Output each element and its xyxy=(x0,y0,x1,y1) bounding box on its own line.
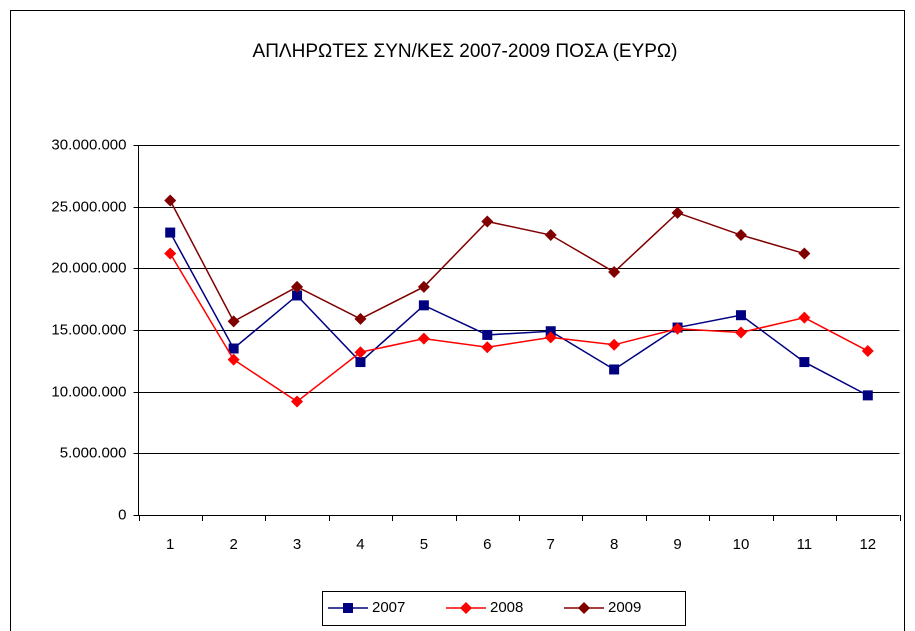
marker xyxy=(735,310,746,321)
marker xyxy=(291,280,304,293)
x-tick-label: 5 xyxy=(420,536,428,553)
marker xyxy=(608,266,621,279)
marker xyxy=(481,341,494,354)
series-line xyxy=(169,232,869,397)
marker xyxy=(862,390,873,401)
legend-marker xyxy=(343,603,353,613)
y-tick-label: 10.000.000 xyxy=(51,383,126,400)
y-tick-label: 15.000.000 xyxy=(51,321,126,338)
legend-label: 2009 xyxy=(608,599,641,616)
marker xyxy=(165,227,176,238)
x-tick-label: 3 xyxy=(293,536,301,553)
marker xyxy=(861,344,874,357)
x-tick-label: 7 xyxy=(547,536,555,553)
legend-marker xyxy=(460,602,472,614)
marker xyxy=(609,364,620,375)
marker xyxy=(417,332,430,345)
marker xyxy=(482,329,493,340)
y-tick-label: 20.000.000 xyxy=(51,259,126,276)
legend: 2007 2008 2009 xyxy=(322,591,686,626)
chart-title: ΑΠΛΗΡΩΤΕΣ ΣΥΝ/ΚΕΣ 2007-2009 ΠΟΣΑ (ΕΥΡΩ) xyxy=(253,41,678,62)
x-tick-label: 11 xyxy=(797,536,813,553)
marker xyxy=(418,300,429,311)
marker xyxy=(292,290,303,301)
x-tick-label: 4 xyxy=(356,536,364,553)
marker xyxy=(227,315,240,328)
x-tick-label: 6 xyxy=(483,536,491,553)
marker xyxy=(355,357,366,368)
x-tick-label: 12 xyxy=(859,536,876,553)
marker xyxy=(228,343,239,354)
marker xyxy=(417,280,430,293)
x-tick-label: 9 xyxy=(673,536,681,553)
marker xyxy=(799,357,810,368)
legend-label: 2007 xyxy=(372,599,405,616)
legend-label: 2008 xyxy=(490,599,523,616)
marker xyxy=(354,312,367,325)
marker xyxy=(545,326,556,337)
marker xyxy=(164,194,177,207)
x-tick-label: 8 xyxy=(610,536,618,553)
marker xyxy=(671,206,684,219)
series-line xyxy=(169,253,869,403)
legend-marker xyxy=(578,602,590,614)
x-tick-label: 10 xyxy=(733,536,750,553)
marker xyxy=(734,229,747,242)
marker xyxy=(227,353,240,366)
marker xyxy=(544,229,557,242)
marker xyxy=(608,338,621,351)
marker xyxy=(354,346,367,359)
x-tick-label: 1 xyxy=(166,536,174,553)
y-tick-label: 25.000.000 xyxy=(51,198,126,215)
marker xyxy=(164,247,177,260)
marker xyxy=(291,395,304,408)
marker xyxy=(734,326,747,339)
legend-box xyxy=(322,591,686,626)
marker xyxy=(798,247,811,260)
marker xyxy=(481,215,494,228)
marker xyxy=(671,322,684,335)
y-tick-label: 0 xyxy=(118,506,126,523)
y-tick-label: 30.000.000 xyxy=(51,136,126,153)
marker xyxy=(544,331,557,344)
x-tick-label: 2 xyxy=(229,536,237,553)
marker xyxy=(798,311,811,324)
y-tick-label: 5.000.000 xyxy=(60,444,127,461)
